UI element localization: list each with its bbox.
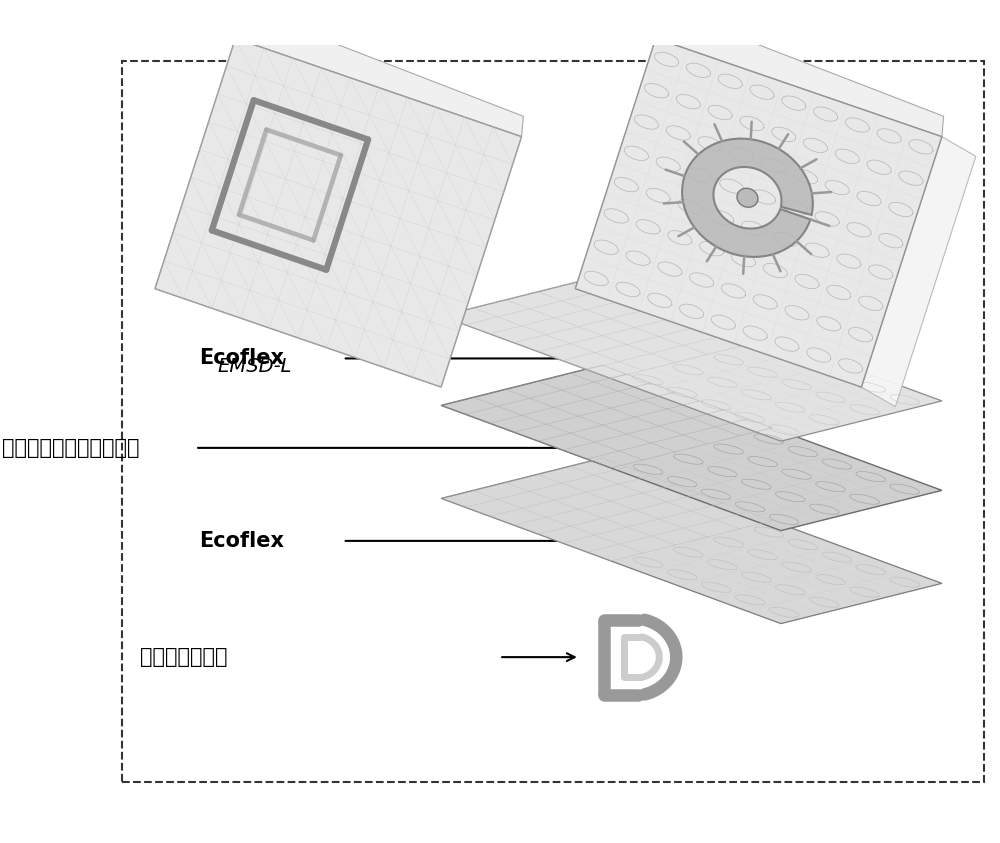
Polygon shape (441, 458, 942, 624)
Polygon shape (682, 138, 813, 257)
Polygon shape (654, 4, 944, 137)
Polygon shape (234, 4, 523, 137)
Text: Ecoflex: Ecoflex (200, 531, 285, 550)
Text: 静电驻极体薄膜: 静电驻极体薄膜 (140, 647, 227, 667)
Polygon shape (737, 188, 758, 207)
Polygon shape (155, 38, 522, 387)
Text: Ecoflex: Ecoflex (200, 348, 285, 368)
Text: EMSD-C: EMSD-C (808, 357, 885, 376)
Polygon shape (861, 137, 976, 406)
Polygon shape (441, 365, 942, 530)
Text: EMSD-L: EMSD-L (218, 357, 292, 376)
Polygon shape (441, 276, 942, 441)
Polygon shape (575, 38, 942, 387)
Text: 形状记忆合金力学超结构: 形状记忆合金力学超结构 (2, 438, 140, 458)
